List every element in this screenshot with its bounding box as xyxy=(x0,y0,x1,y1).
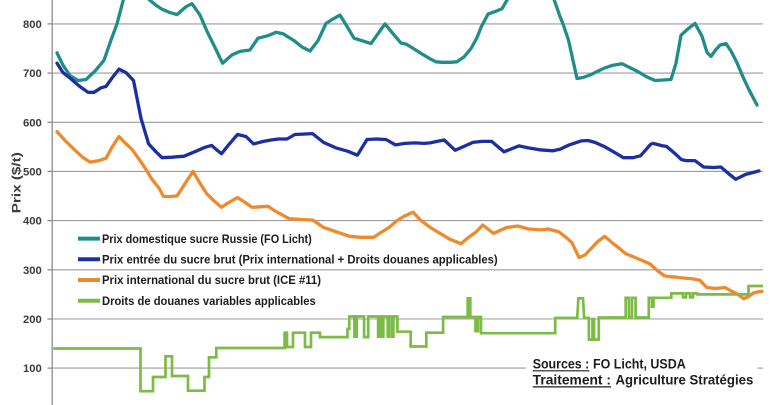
svg-text:Prix ($/t): Prix ($/t) xyxy=(9,152,23,213)
svg-text:Prix entrée du sucre brut (Pri: Prix entrée du sucre brut (Prix internat… xyxy=(102,254,498,267)
svg-text:FO Licht, USDA: FO Licht, USDA xyxy=(593,356,686,371)
svg-text:Droits de douanes variables ap: Droits de douanes variables applicables xyxy=(102,295,316,308)
svg-text:700: 700 xyxy=(23,68,42,80)
svg-text:Agriculture Stratégies: Agriculture Stratégies xyxy=(616,372,754,387)
svg-text:300: 300 xyxy=(23,265,42,277)
svg-text:200: 200 xyxy=(23,314,42,326)
svg-text:400: 400 xyxy=(23,216,42,228)
svg-text:Sources :: Sources : xyxy=(533,356,590,371)
svg-text:600: 600 xyxy=(23,117,42,129)
svg-text:800: 800 xyxy=(23,19,42,31)
svg-text:100: 100 xyxy=(23,363,42,375)
svg-text:Traitement :: Traitement : xyxy=(533,372,611,387)
svg-text:Prix domestique sucre Russie (: Prix domestique sucre Russie (FO Licht) xyxy=(102,233,312,246)
svg-text:500: 500 xyxy=(23,166,42,178)
svg-text:Prix international du sucre br: Prix international du sucre brut (ICE #1… xyxy=(102,274,321,287)
